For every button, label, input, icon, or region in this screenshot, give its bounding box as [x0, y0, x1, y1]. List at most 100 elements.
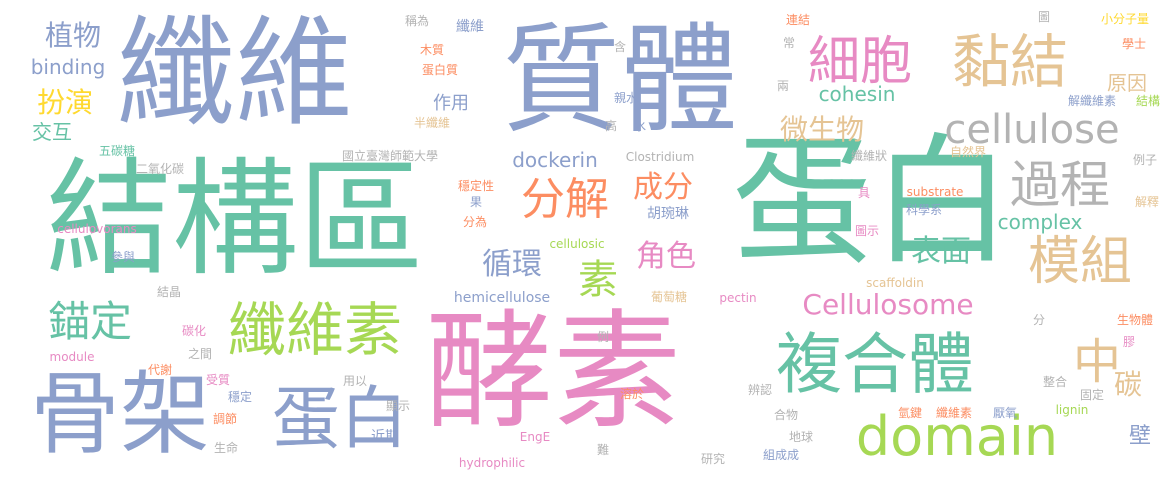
word-cohesin: cohesin: [818, 82, 896, 106]
word-stability: 穩定性: [457, 179, 495, 193]
word-cell: 細胞: [807, 32, 913, 92]
word-nature: 自然界: [949, 145, 987, 159]
word-protein-small: 蛋白質: [421, 63, 459, 77]
word-protein-large: 蛋白: [731, 121, 1013, 284]
word-cellulovorans: cellulovorans: [57, 222, 137, 236]
word-hu-wanlin: 胡琬琳: [647, 206, 689, 222]
word-effect: 作用: [433, 93, 469, 114]
word-often: 常: [782, 36, 796, 50]
word-hydrogen-bond: 氫鍵: [897, 406, 923, 420]
word-divide: 分為: [462, 215, 488, 229]
word-science-dept: 科學系: [905, 203, 943, 217]
word-microbe: 微生物: [779, 113, 865, 146]
word-link: 連結: [785, 13, 811, 27]
word-fix: 固定: [1079, 388, 1105, 402]
word-organism: 生物體: [1116, 313, 1154, 327]
word-interact: 交互: [32, 120, 72, 144]
word-reason: 原因: [1107, 71, 1147, 95]
word-cellulose-cn: 纖維素: [227, 296, 403, 364]
word-diagram: 圖示: [854, 224, 880, 238]
word-example: 例子: [1132, 153, 1158, 167]
word-instance: 例: [596, 330, 610, 344]
word-explain: 解釋: [1134, 195, 1160, 209]
word-small-molecule: 小分子量: [1100, 12, 1150, 26]
word-part: 分: [1032, 313, 1046, 327]
word-difficult: 難: [596, 443, 610, 457]
word-skeleton: 骨架: [30, 362, 210, 467]
word-complex: complex: [997, 210, 1083, 234]
word-enzyme: 酵素: [424, 298, 682, 447]
word-anchor: 錨定: [47, 297, 133, 346]
word-cellulose: cellulose: [944, 107, 1120, 153]
word-plant: 植物: [44, 19, 102, 52]
word-module: 模組: [1027, 232, 1133, 292]
word-element: 素: [578, 257, 618, 303]
word-metabolism: 代謝: [147, 363, 173, 377]
word-carbonize: 碳化: [181, 324, 207, 338]
word-clostridium: Clostridium: [625, 150, 695, 164]
word-high: 高: [604, 119, 618, 133]
word-fibrous: 纖維狀: [850, 149, 888, 163]
word-plasmid: 質體: [501, 11, 739, 149]
word-pectin: pectin: [719, 291, 757, 305]
word-recent: 近期: [371, 429, 399, 445]
word-water: 水: [633, 119, 647, 133]
word-stable: 穩定: [227, 390, 253, 404]
word-earth: 地球: [788, 430, 814, 444]
word-carbon: 碳: [1113, 368, 1143, 401]
word-life: 生命: [213, 441, 239, 455]
word-glue: 膠: [1122, 335, 1136, 349]
word-middle: 中: [1072, 334, 1122, 390]
word-between: 之間: [187, 347, 213, 361]
word-substrate: substrate: [906, 185, 964, 199]
word-lignin: lignin: [1055, 403, 1089, 417]
word-pentose: 五碳糖: [98, 144, 136, 158]
word-cellulosome: Cellulosome: [802, 288, 974, 321]
word-figure: 圖: [1037, 10, 1051, 24]
word-cellulose-small: 纖維素: [935, 406, 973, 420]
word-binding: binding: [30, 55, 106, 79]
word-ntnu: 國立臺灣師範大學: [341, 149, 439, 163]
word-compound: 合物: [773, 408, 799, 422]
word-crystal: 結晶: [156, 285, 182, 299]
word-protein-mid: 蛋白: [271, 380, 409, 459]
word-two: 兩: [776, 79, 790, 93]
word-glucose: 葡萄糖: [650, 290, 688, 304]
word-hemicellulose: hemicellulose: [453, 290, 551, 306]
word-fiber: 纖維: [116, 4, 354, 142]
word-soluble: 溶於: [619, 387, 645, 401]
word-module-en: module: [49, 350, 95, 364]
word-dockerin: dockerin: [512, 148, 598, 172]
word-scaffoldin: scaffoldin: [866, 276, 924, 290]
word-regulate: 調節: [212, 412, 238, 426]
word-bachelor: 學士: [1121, 37, 1147, 51]
word-have: 具: [857, 186, 871, 200]
word-surface: 表面: [911, 234, 971, 269]
word-role: 角色: [636, 239, 696, 274]
word-decompose: 分解: [521, 174, 609, 225]
word-research: 研究: [700, 452, 726, 466]
word-component: 成分: [633, 170, 693, 205]
word-carbon-dioxide: 二氧化碳: [135, 162, 185, 176]
word-process: 過程: [1010, 156, 1110, 214]
word-domain: domain: [855, 405, 1059, 468]
word-contain: 含: [613, 40, 627, 54]
word-complex-cn: 複合體: [776, 326, 974, 403]
word-participate: 參與: [110, 250, 136, 264]
word-used-for: 用以: [342, 374, 368, 388]
word-cellulolytic: 解纖維素: [1067, 94, 1117, 108]
word-cellulosic: cellulosic: [549, 237, 605, 251]
word-fruit: 果: [469, 195, 483, 209]
word-adhesion: 黏結: [951, 28, 1069, 96]
word-play: 扮演: [36, 86, 94, 119]
word-anaerobic: 厭氧: [992, 406, 1018, 420]
word-hydrophilic: hydrophilic: [458, 456, 526, 470]
word-integrate: 整合: [1042, 375, 1068, 389]
word-wall: 壁: [1128, 424, 1152, 449]
word-hydrophilic-cn: 親水: [613, 91, 639, 105]
word-identify: 辨認: [747, 383, 773, 397]
word-structural-domain: 結構區: [46, 146, 424, 293]
word-structure: 結構: [1135, 94, 1161, 108]
word-wood: 木質: [419, 43, 445, 57]
